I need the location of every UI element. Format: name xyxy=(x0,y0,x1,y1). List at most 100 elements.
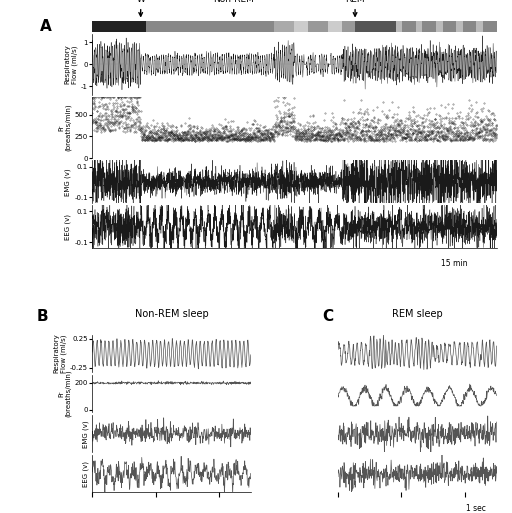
Point xyxy=(198,136,206,144)
Point xyxy=(125,112,133,121)
Point xyxy=(259,134,267,143)
Point xyxy=(341,131,349,139)
Point xyxy=(351,120,359,128)
Point xyxy=(275,122,283,130)
Point xyxy=(363,130,371,139)
Point xyxy=(141,136,150,144)
Point xyxy=(281,128,289,136)
Point xyxy=(258,136,266,144)
Point xyxy=(159,135,167,144)
Text: 1 sec: 1 sec xyxy=(466,504,486,513)
Point xyxy=(452,130,460,138)
Point xyxy=(327,116,335,125)
Point xyxy=(458,113,466,122)
Point xyxy=(309,135,317,144)
Point xyxy=(462,112,470,120)
Bar xyxy=(207,21,214,31)
Point xyxy=(388,131,396,139)
Point xyxy=(194,130,202,139)
Point xyxy=(448,104,456,112)
Point xyxy=(156,136,164,145)
Point xyxy=(224,133,232,142)
Point xyxy=(343,130,351,139)
Point xyxy=(153,129,161,137)
Point xyxy=(487,109,496,117)
Point xyxy=(222,122,230,130)
Point xyxy=(366,123,374,131)
Point xyxy=(485,126,494,134)
Point xyxy=(170,135,179,144)
Point xyxy=(408,131,416,139)
Point xyxy=(121,124,129,132)
Point xyxy=(119,93,127,101)
Point xyxy=(413,134,421,142)
Point xyxy=(464,133,473,141)
Point xyxy=(441,132,450,141)
Point xyxy=(103,103,111,111)
Point xyxy=(429,120,437,128)
Point xyxy=(332,130,340,138)
Point xyxy=(441,134,449,143)
Point xyxy=(490,129,499,137)
Point xyxy=(418,118,426,126)
Point xyxy=(475,128,483,136)
Point xyxy=(254,127,262,135)
Point xyxy=(252,124,260,132)
Point xyxy=(115,112,123,121)
Point xyxy=(362,127,371,135)
Point xyxy=(292,131,300,140)
Point xyxy=(412,130,420,138)
Point xyxy=(493,121,501,129)
Point xyxy=(413,130,421,138)
Point xyxy=(468,128,476,136)
Point xyxy=(172,136,180,145)
Point xyxy=(450,129,458,137)
Point xyxy=(228,135,236,143)
Point xyxy=(403,130,411,139)
Point xyxy=(483,121,491,129)
Point xyxy=(233,132,242,141)
Point xyxy=(106,118,115,126)
Point xyxy=(198,131,206,139)
Point xyxy=(296,136,305,144)
Point xyxy=(337,132,346,140)
Point xyxy=(206,126,215,134)
Point xyxy=(259,123,267,131)
Point xyxy=(377,135,386,143)
Point xyxy=(432,124,440,132)
Point xyxy=(378,132,386,141)
Point xyxy=(477,105,485,113)
Point xyxy=(327,136,335,145)
Point xyxy=(200,133,208,142)
Point xyxy=(325,132,333,140)
Bar xyxy=(314,21,322,31)
Point xyxy=(474,121,482,129)
Point xyxy=(401,136,410,145)
Point xyxy=(293,133,301,142)
Point xyxy=(116,107,124,115)
Point xyxy=(140,129,148,137)
Point xyxy=(229,134,237,142)
Point xyxy=(234,135,243,143)
Point xyxy=(418,119,426,127)
Point xyxy=(425,119,434,127)
Point xyxy=(141,136,149,144)
Point xyxy=(335,129,343,137)
Point xyxy=(268,122,276,130)
Point xyxy=(446,119,455,127)
Point xyxy=(306,112,314,120)
Point xyxy=(393,120,401,128)
Point xyxy=(127,93,136,101)
Point xyxy=(106,95,114,104)
Point xyxy=(282,124,290,132)
Point xyxy=(283,128,291,136)
Point xyxy=(336,135,345,144)
Point xyxy=(423,136,431,144)
Point xyxy=(102,100,111,108)
Point xyxy=(95,98,103,106)
Point xyxy=(447,136,455,144)
Point xyxy=(252,134,261,143)
Point xyxy=(132,104,140,112)
Point xyxy=(144,128,153,136)
Point xyxy=(431,121,439,129)
